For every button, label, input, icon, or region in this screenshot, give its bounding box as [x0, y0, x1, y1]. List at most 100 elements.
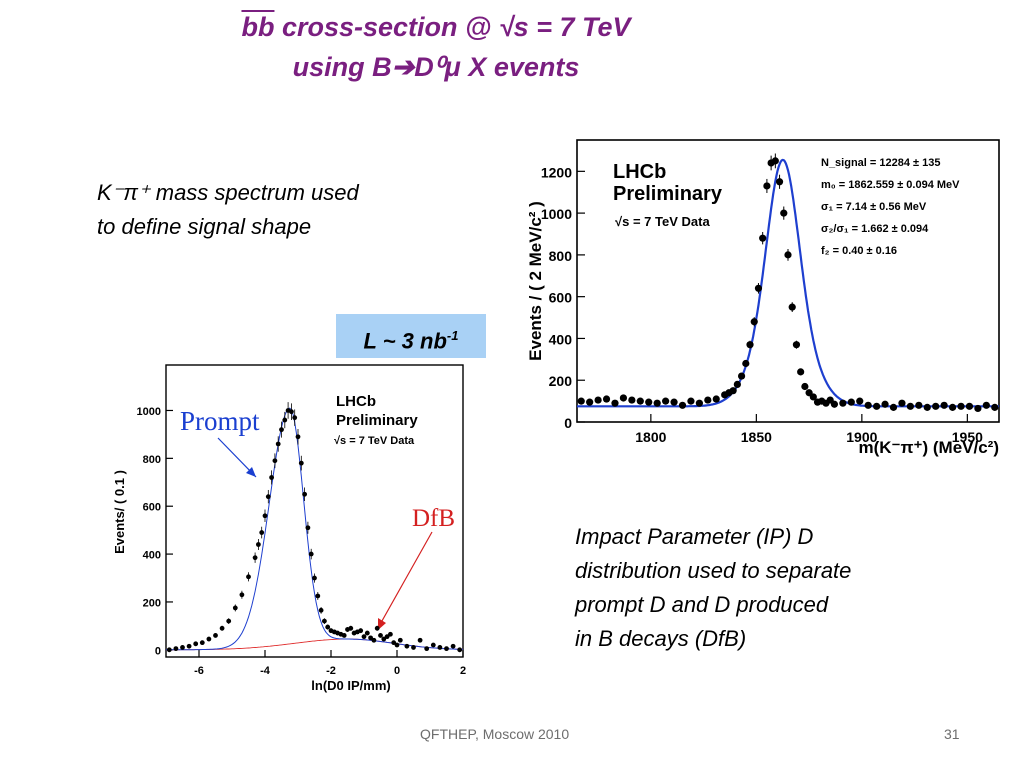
- mass-data-point: [991, 403, 999, 411]
- mass-data-point: [797, 368, 805, 376]
- mass-data-point: [645, 398, 653, 406]
- luminosity-box: L ~ 3 nb-1: [336, 314, 486, 358]
- x-tick-label: 1850: [741, 429, 772, 445]
- slide-title-line1: bb cross-section @ √s = 7 TeV: [0, 12, 948, 43]
- ip-data-point: [358, 628, 364, 634]
- ip-data-point: [384, 634, 390, 640]
- x-tick-label: 0: [394, 665, 400, 677]
- ip-data-point: [444, 646, 449, 652]
- ip-data-point: [397, 637, 403, 643]
- prompt-arrowhead: [246, 467, 256, 477]
- ip-data-point: [246, 574, 251, 580]
- ip-xlabel: ln(D0 IP/mm): [311, 678, 390, 693]
- mass-spectrum-chart: LHCb Preliminary √s = 7 TeV Data N_signa…: [526, 139, 1000, 457]
- mass-data-point: [864, 401, 872, 409]
- mass-data-point: [577, 397, 585, 405]
- ip-data-point: [302, 491, 307, 497]
- ip-chart-frame: [165, 364, 464, 658]
- ip-data-point: [404, 643, 410, 649]
- ip-legend-line1: LHCb: [336, 393, 376, 410]
- y-tick-label: 800: [549, 248, 573, 264]
- mass-data-point: [873, 402, 881, 410]
- slide-title-line2: using B➔D⁰μ X events: [292, 52, 580, 82]
- dfb-arrowhead: [378, 618, 386, 630]
- ip-data-point: [298, 460, 304, 466]
- ip-data-point: [193, 641, 199, 647]
- footer-conference: QFTHEP, Moscow 2010: [420, 726, 570, 742]
- mass-data-point: [923, 403, 931, 411]
- y-tick-label: 600: [549, 290, 573, 306]
- mass-data-point: [932, 402, 940, 410]
- mass-data-point: [746, 341, 754, 349]
- mass-data-point: [670, 398, 678, 406]
- ip-data-point: [312, 575, 317, 581]
- ip-data-point: [173, 646, 179, 652]
- mass-data-point: [695, 399, 703, 407]
- y-tick-label: 1200: [541, 164, 572, 180]
- mass-stats: N_signal = 12284 ± 135 m₀ = 1862.559 ± 0…: [821, 157, 960, 257]
- mass-data-point: [801, 382, 809, 391]
- mass-xlabel: m(K⁻π⁺) (MeV/c²): [858, 438, 999, 457]
- ip-data-point: [341, 633, 347, 638]
- mass-legend-line3: √s = 7 TeV Data: [615, 214, 710, 229]
- y-tick-label: 600: [143, 502, 161, 514]
- ip-data-point: [430, 642, 436, 648]
- ip-data-point: [199, 640, 205, 646]
- mass-stat-1: N_signal = 12284 ± 135: [821, 157, 940, 169]
- ip-distribution-chart: LHCb Preliminary √s = 7 TeV Data Prompt …: [112, 364, 466, 693]
- ip-caption-line1: Impact Parameter (IP) D: [575, 524, 814, 549]
- ip-caption-line2: distribution used to separate: [575, 558, 852, 583]
- mass-data-point: [594, 396, 602, 404]
- ip-data-point: [388, 631, 393, 637]
- ip-data-point: [437, 645, 443, 650]
- mass-chart-frame: [576, 139, 1000, 423]
- ip-data-point: [180, 645, 185, 650]
- ip-data-point: [275, 441, 281, 447]
- y-tick-label: 1000: [541, 206, 572, 222]
- mass-data-point: [678, 401, 687, 409]
- mass-data-point: [940, 401, 948, 409]
- ip-data-point: [295, 434, 301, 440]
- ip-data-point: [292, 415, 298, 421]
- ip-caption-line4: in B decays (DfB): [575, 626, 747, 651]
- mass-data-point: [965, 402, 974, 410]
- ip-data-point: [239, 592, 245, 598]
- ip-data-point: [322, 618, 327, 624]
- title-bb: bb: [241, 12, 275, 42]
- ip-data-point: [374, 625, 380, 631]
- mass-data-point: [898, 399, 906, 407]
- ip-data-point: [186, 643, 192, 649]
- ip-data-point: [282, 417, 288, 423]
- x-tick-label: -2: [326, 665, 336, 677]
- mass-caption-line2: to define signal shape: [97, 214, 312, 239]
- ip-annotation-prompt: Prompt: [180, 406, 260, 436]
- mass-data-point: [729, 387, 737, 395]
- mass-data-point: [889, 403, 898, 411]
- mass-data-point: [784, 251, 792, 259]
- mass-data-point: [948, 403, 957, 411]
- mass-data-point: [733, 380, 741, 388]
- mass-data-point: [906, 402, 914, 410]
- ip-data-point: [361, 634, 367, 640]
- ip-data-point: [272, 458, 278, 464]
- ip-data-point: [265, 494, 271, 500]
- ip-ylabel: Events/ ( 0.1 ): [112, 470, 127, 554]
- ip-data-point: [417, 637, 423, 643]
- ip-data-point: [411, 645, 416, 650]
- mass-data-point: [982, 401, 990, 409]
- mass-legend-line1: LHCb: [613, 161, 666, 183]
- x-tick-label: -4: [260, 665, 271, 677]
- mass-data-point: [754, 284, 763, 292]
- mass-caption: K⁻π⁺ mass spectrum used to define signal…: [97, 176, 457, 244]
- mass-data-point: [856, 397, 864, 405]
- y-tick-label: 0: [155, 645, 161, 657]
- mass-data-point: [662, 397, 670, 405]
- mass-data-point: [839, 399, 847, 407]
- ip-data-point: [213, 633, 218, 638]
- ip-data-point: [391, 640, 397, 646]
- ip-data-point: [368, 635, 373, 641]
- mass-data-point: [712, 395, 720, 403]
- mass-legend-line2: Preliminary: [613, 183, 723, 205]
- lumi-exponent: -1: [446, 328, 459, 343]
- ip-data-point: [371, 637, 377, 643]
